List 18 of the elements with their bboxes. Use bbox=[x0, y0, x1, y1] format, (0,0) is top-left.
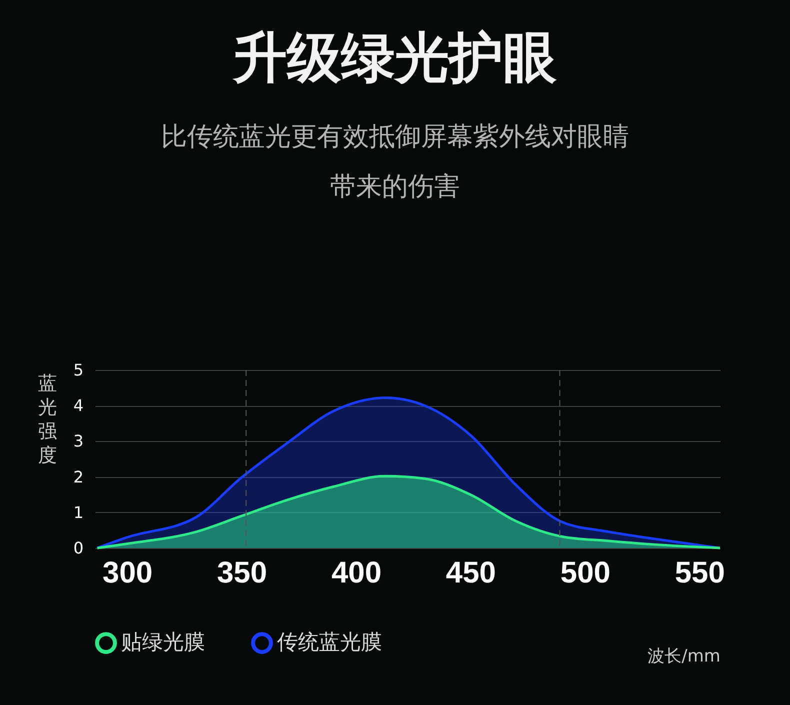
x-tick-label: 400 bbox=[331, 556, 382, 590]
legend-label: 传统蓝光膜 bbox=[277, 630, 382, 654]
x-tick-label: 550 bbox=[674, 556, 725, 590]
y-tick-label: 3 bbox=[73, 432, 84, 451]
x-tick-label: 300 bbox=[102, 556, 153, 590]
legend-label: 贴绿光膜 bbox=[121, 630, 205, 654]
y-tick-label: 0 bbox=[73, 538, 84, 558]
y-tick-label: 1 bbox=[73, 502, 84, 522]
chart-title: 升级绿光护眼 bbox=[232, 25, 558, 91]
y-axis-title: 蓝光强度 bbox=[38, 372, 57, 466]
y-tick-label: 5 bbox=[73, 360, 84, 380]
x-axis-title: 波长/mm bbox=[648, 646, 720, 666]
x-tick-label: 350 bbox=[216, 556, 268, 590]
y-tick-label: 4 bbox=[73, 396, 84, 416]
x-tick-label: 450 bbox=[446, 556, 496, 590]
chart-subtitle: 比传统蓝光更有效抵御屏幕紫外线对眼睛带来的伤害 bbox=[160, 121, 630, 204]
x-tick-label: 500 bbox=[560, 556, 610, 590]
y-tick-label: 2 bbox=[73, 467, 84, 486]
